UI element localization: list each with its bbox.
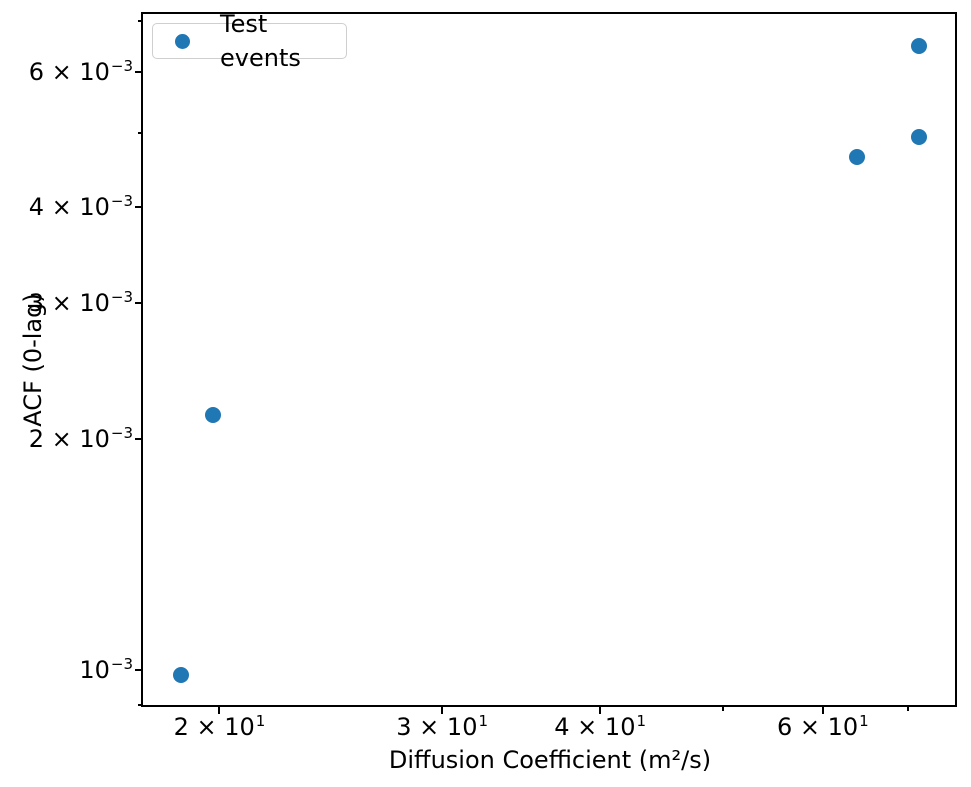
tick-label-base: 6 × 10 (28, 58, 110, 87)
tick-label-base: 6 × 10 (776, 713, 859, 741)
x-axis-title: Diffusion Coefficient (m²/s) (388, 746, 712, 774)
y-major-tick (135, 302, 143, 305)
x-tick-label: 4 × 101 (525, 712, 675, 745)
x-tick-label: 3 × 101 (367, 712, 517, 745)
legend: Test events (152, 10, 347, 72)
tick-label-exponent: 1 (478, 712, 489, 730)
y-tick-label: 10−3 (79, 655, 133, 688)
x-minor-tick (906, 706, 909, 711)
y-tick-label: 6 × 10−3 (29, 57, 133, 90)
y-major-tick (135, 437, 143, 440)
tick-label-base: 3 × 10 (28, 289, 110, 318)
tick-label-exponent: 1 (255, 712, 266, 730)
data-point (173, 667, 190, 684)
y-major-tick (135, 668, 143, 671)
legend-marker-icon (175, 33, 190, 49)
y-major-tick (135, 71, 143, 74)
data-point (848, 149, 865, 166)
tick-label-base: 4 × 10 (28, 193, 110, 222)
y-minor-tick (138, 19, 143, 22)
x-tick-label: 6 × 101 (748, 712, 898, 745)
x-major-tick (441, 706, 444, 714)
y-minor-tick (138, 704, 143, 707)
tick-label-exponent: −3 (110, 192, 133, 211)
tick-label-base: 10 (79, 655, 110, 684)
data-point (911, 128, 928, 145)
x-major-tick (218, 706, 221, 714)
tick-label-base: 4 × 10 (554, 713, 636, 741)
tick-label-exponent: −3 (110, 423, 133, 442)
tick-label-exponent: 1 (636, 712, 647, 730)
data-point (911, 37, 928, 54)
tick-label-base: 2 × 10 (28, 424, 110, 453)
legend-label: Test events (220, 10, 301, 72)
x-minor-tick (721, 706, 724, 711)
tick-label-exponent: −3 (110, 288, 133, 307)
y-major-tick (135, 206, 143, 209)
tick-label-base: 2 × 10 (173, 713, 255, 741)
y-tick-label: 3 × 10−3 (29, 288, 133, 321)
x-major-tick (821, 706, 824, 714)
tick-label-exponent: −3 (110, 57, 133, 76)
x-major-tick (599, 706, 602, 714)
tick-label-base: 3 × 10 (396, 713, 478, 741)
data-point (204, 406, 221, 423)
plot-area (141, 12, 957, 707)
tick-label-exponent: 1 (859, 712, 869, 730)
y-tick-label: 2 × 10−3 (29, 424, 133, 457)
tick-label-exponent: −3 (110, 654, 133, 673)
x-tick-label: 2 × 101 (144, 712, 294, 745)
y-minor-tick (138, 131, 143, 134)
y-tick-label: 4 × 10−3 (29, 192, 133, 225)
